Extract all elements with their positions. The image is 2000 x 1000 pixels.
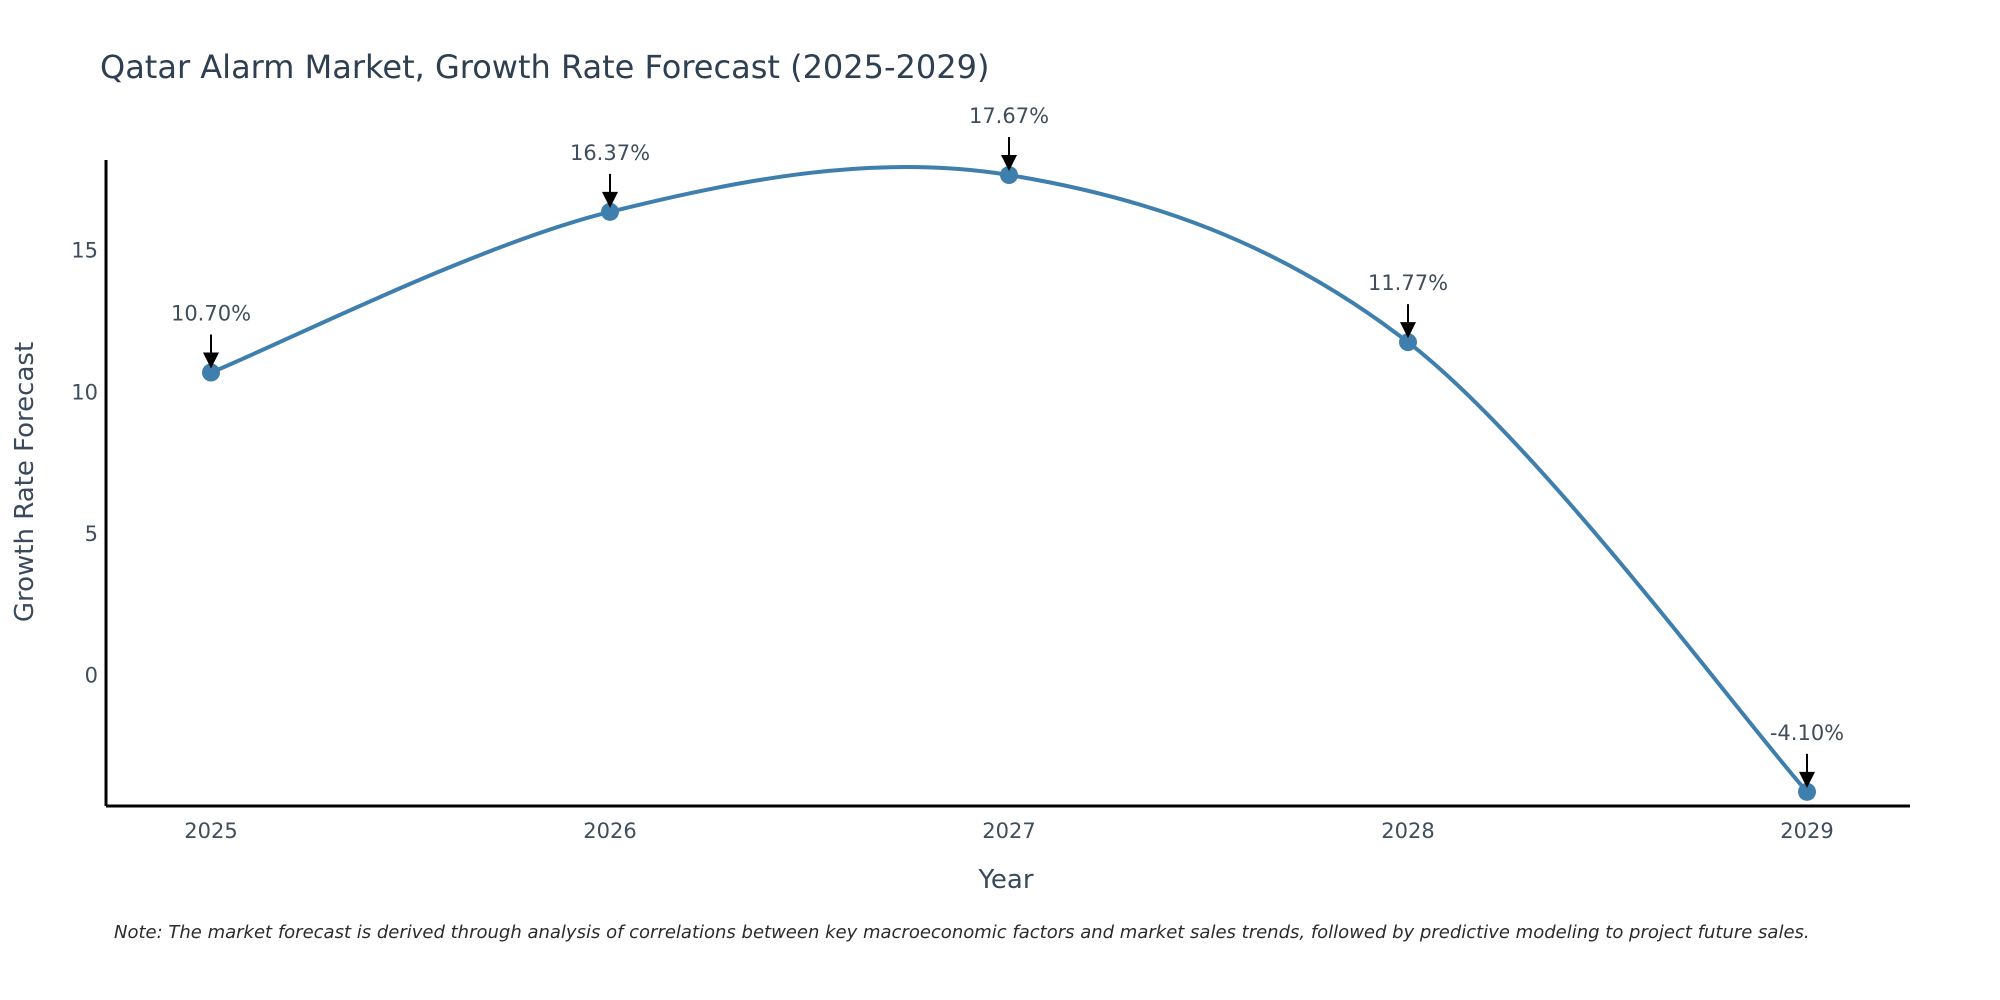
x-tick-label: 2027 [982,819,1035,843]
x-tick-label: 2026 [583,819,636,843]
data-label-2025: 10.70% [171,302,251,326]
annotation-arrow-head [203,352,219,369]
y-tick-label: 10 [71,380,98,404]
markers [202,166,1816,801]
y-ticks: 0 5 10 15 [71,239,98,688]
y-tick-label: 0 [85,664,98,688]
data-point-2028 [1399,333,1417,352]
data-label-2026: 16.37% [570,141,650,165]
x-tick-label: 2029 [1780,819,1833,843]
y-tick-label: 15 [71,239,98,263]
data-point-2027 [1000,166,1018,185]
data-point-2026 [601,202,619,221]
annotation-arrow-head [1400,322,1416,339]
chart-title: Qatar Alarm Market, Growth Rate Forecast… [100,48,989,86]
x-ticks: 2025 2026 2027 2028 2029 [184,819,1833,843]
annotations: 10.70% 16.37% 17.67% 11.77% -4.10% [171,104,1844,788]
annotation-arrow-head [1001,155,1017,172]
y-tick-label: 5 [85,522,98,546]
data-label-2028: 11.77% [1368,271,1448,295]
series-line [209,165,1809,794]
data-point-2029 [1798,782,1816,801]
data-label-2027: 17.67% [969,104,1049,128]
data-point-2025 [202,363,220,382]
annotation-arrow-head [602,191,618,208]
x-tick-label: 2028 [1381,819,1434,843]
chart-note: Note: The market forecast is derived thr… [114,922,1810,943]
x-axis-title: Year [977,865,1033,895]
x-tick-label: 2025 [184,819,237,843]
data-label-2029: -4.10% [1770,721,1844,745]
annotation-arrow-head [1799,771,1815,788]
y-axis-title: Growth Rate Forecast [10,342,40,622]
y-axis-title-wrap: Growth Rate Forecast [10,342,40,622]
